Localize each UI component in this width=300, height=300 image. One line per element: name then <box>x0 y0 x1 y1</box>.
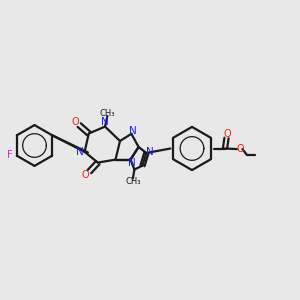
Text: N: N <box>129 126 137 136</box>
Text: O: O <box>237 143 244 154</box>
Text: O: O <box>71 117 79 127</box>
Text: N: N <box>128 158 136 168</box>
Text: CH₃: CH₃ <box>100 109 115 118</box>
Text: N: N <box>76 147 84 157</box>
Text: N: N <box>146 147 153 157</box>
Text: CH₃: CH₃ <box>126 177 141 186</box>
Text: N: N <box>101 117 109 127</box>
Text: F: F <box>8 150 13 160</box>
Text: O: O <box>82 170 90 180</box>
Text: O: O <box>224 129 232 139</box>
